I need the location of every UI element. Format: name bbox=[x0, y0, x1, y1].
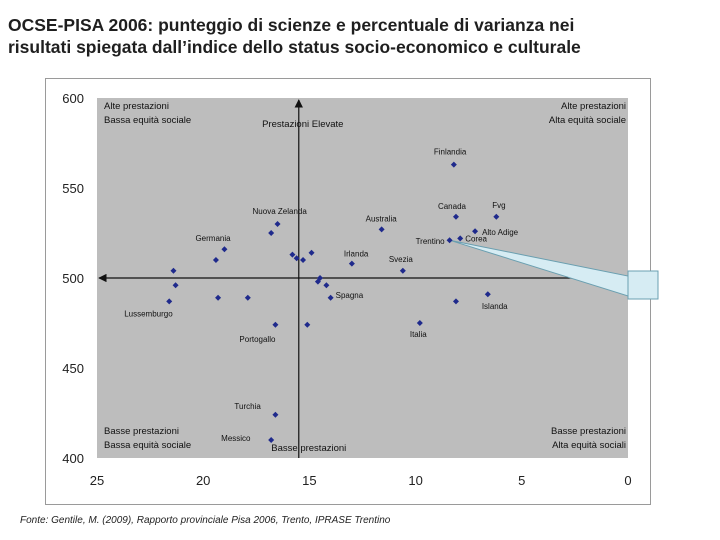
x-tick-label: 10 bbox=[408, 473, 422, 488]
quadrant-label-top-left: Alte prestazioni bbox=[104, 101, 169, 112]
x-tick-label: 20 bbox=[196, 473, 210, 488]
data-point bbox=[268, 230, 275, 236]
data-label: Corea bbox=[465, 234, 487, 243]
slide-title: OCSE-PISA 2006: punteggio di scienze e p… bbox=[8, 14, 708, 58]
y-tick-label: 600 bbox=[62, 91, 84, 106]
data-label: Fvg bbox=[492, 201, 505, 210]
data-point bbox=[300, 257, 307, 263]
quadrant-label-top-right: Alte prestazioni bbox=[561, 101, 626, 112]
data-label: Canada bbox=[438, 202, 467, 211]
y-tick-label: 450 bbox=[62, 361, 84, 376]
data-label: Alto Adige bbox=[482, 228, 519, 237]
data-point bbox=[399, 267, 406, 274]
data-point bbox=[416, 320, 423, 326]
data-point bbox=[452, 298, 459, 305]
axis-label-top: Prestazioni Elevate bbox=[262, 119, 343, 130]
data-point bbox=[378, 226, 385, 233]
axis-label-bottom: Basse prestazioni bbox=[271, 443, 346, 454]
data-point bbox=[314, 278, 321, 285]
axis-ticks: 600 550 500 450 400 25 20 15 10 5 0 bbox=[62, 91, 631, 488]
data-point bbox=[472, 228, 479, 235]
callout-box bbox=[627, 270, 659, 300]
data-label: Italia bbox=[410, 330, 427, 339]
data-point bbox=[323, 282, 330, 289]
data-label: Turchia bbox=[234, 402, 261, 411]
y-tick-label: 500 bbox=[62, 271, 84, 286]
data-point bbox=[452, 213, 459, 220]
slide-title-line-1: OCSE-PISA 2006: punteggio di scienze e p… bbox=[8, 15, 575, 35]
data-label: Spagna bbox=[336, 291, 364, 300]
data-point bbox=[221, 246, 228, 253]
data-point bbox=[308, 249, 315, 256]
data-label: Lussemburgo bbox=[124, 309, 173, 318]
data-points: Finlandia Fvg Canada Australia Alto AdigeCor… bbox=[124, 148, 519, 443]
quadrant-label-bottom-left: Basse prestazioni bbox=[104, 426, 179, 437]
data-label: Trentino bbox=[416, 237, 446, 246]
data-label: Portogallo bbox=[239, 335, 276, 344]
data-point bbox=[348, 260, 355, 267]
data-point bbox=[166, 298, 173, 305]
data-label: Islanda bbox=[482, 302, 508, 311]
data-point bbox=[327, 294, 334, 301]
data-label: Messico bbox=[221, 434, 251, 443]
trentino-callout bbox=[449, 239, 659, 300]
data-point bbox=[244, 294, 251, 301]
data-label: Irlanda bbox=[344, 250, 369, 259]
data-point bbox=[457, 235, 464, 242]
data-label: Svezia bbox=[389, 255, 414, 264]
source-footnote: Fonte: Gentile, M. (2009), Rapporto prov… bbox=[20, 515, 391, 526]
data-point bbox=[272, 411, 279, 418]
data-point bbox=[172, 282, 179, 289]
data-point bbox=[272, 321, 279, 328]
data-point bbox=[450, 161, 457, 168]
quadrant-label-top-right: Alta equità sociale bbox=[549, 115, 626, 126]
x-tick-label: 15 bbox=[302, 473, 316, 488]
data-point bbox=[304, 321, 311, 328]
data-point bbox=[446, 237, 453, 244]
quadrant-label-top-left: Bassa equità sociale bbox=[104, 115, 191, 126]
quadrant-labels: Alte prestazioni Bassa equità sociale Alte… bbox=[104, 101, 626, 451]
data-point bbox=[268, 437, 275, 443]
quadrant-label-bottom-right: Basse prestazioni bbox=[551, 426, 626, 437]
x-tick-label: 5 bbox=[518, 473, 525, 488]
data-point bbox=[493, 213, 500, 220]
data-label: Finlandia bbox=[434, 148, 467, 157]
x-tick-label: 0 bbox=[624, 473, 631, 488]
slide-title-line-2: risultati spiegata dall’indice dello sta… bbox=[8, 37, 581, 57]
data-point bbox=[170, 267, 177, 274]
data-point bbox=[212, 257, 219, 263]
reference-axes: Prestazioni Elevate Basse prestazioni bbox=[98, 99, 628, 458]
data-point bbox=[274, 221, 281, 227]
data-point bbox=[289, 251, 296, 258]
data-label: Germania bbox=[195, 234, 231, 243]
data-label: Nuova Zelanda bbox=[253, 207, 308, 216]
y-tick-label: 400 bbox=[62, 451, 84, 466]
x-tick-label: 25 bbox=[90, 473, 104, 488]
y-tick-label: 550 bbox=[62, 181, 84, 196]
data-point bbox=[484, 291, 491, 298]
quadrant-label-bottom-right: Alta equità sociali bbox=[552, 440, 626, 451]
data-point bbox=[215, 294, 222, 301]
quadrant-label-bottom-left: Bassa equità sociale bbox=[104, 440, 191, 451]
data-point bbox=[293, 255, 300, 262]
data-label: Australia bbox=[366, 214, 398, 223]
